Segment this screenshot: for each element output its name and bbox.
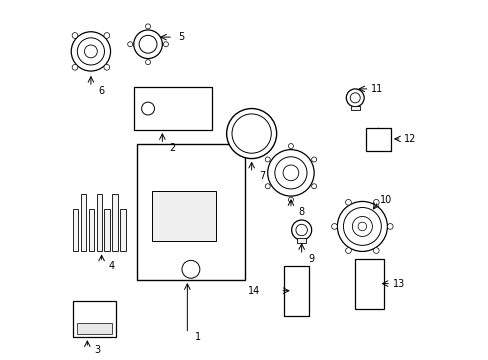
Text: 8: 8: [298, 207, 304, 217]
Circle shape: [163, 42, 168, 47]
Text: 5: 5: [178, 32, 184, 42]
Bar: [73, 208, 78, 251]
Circle shape: [288, 144, 293, 149]
Circle shape: [373, 199, 378, 205]
Circle shape: [72, 33, 78, 39]
Circle shape: [274, 157, 306, 189]
Circle shape: [231, 114, 271, 153]
Circle shape: [311, 157, 316, 162]
Circle shape: [331, 224, 337, 229]
Circle shape: [295, 224, 307, 236]
Bar: [120, 208, 125, 251]
Circle shape: [145, 24, 150, 29]
Circle shape: [346, 89, 364, 107]
Text: 2: 2: [169, 143, 175, 153]
Bar: [104, 208, 110, 251]
Bar: [77, 323, 112, 334]
Text: 12: 12: [403, 134, 415, 144]
Circle shape: [373, 248, 378, 253]
Circle shape: [127, 42, 132, 47]
Circle shape: [283, 165, 298, 181]
Text: 14: 14: [248, 286, 260, 296]
Text: 9: 9: [308, 253, 314, 264]
Circle shape: [104, 33, 109, 39]
Circle shape: [264, 184, 270, 189]
Bar: [365, 128, 390, 152]
Circle shape: [145, 60, 150, 64]
Bar: [134, 87, 212, 130]
Bar: [112, 194, 118, 251]
Circle shape: [71, 32, 110, 71]
Circle shape: [104, 64, 109, 70]
Bar: [88, 208, 94, 251]
Circle shape: [226, 109, 276, 158]
Text: 1: 1: [194, 332, 200, 342]
Bar: [354, 258, 383, 309]
Bar: [350, 107, 359, 110]
Bar: [137, 144, 244, 280]
Circle shape: [264, 157, 270, 162]
Circle shape: [386, 224, 392, 229]
Circle shape: [77, 38, 104, 65]
Circle shape: [337, 202, 386, 251]
Circle shape: [349, 93, 360, 103]
Text: 10: 10: [380, 195, 392, 204]
Circle shape: [182, 260, 200, 278]
Bar: [73, 301, 116, 337]
Text: 7: 7: [258, 171, 264, 181]
Text: 11: 11: [370, 84, 383, 94]
Wedge shape: [370, 128, 386, 137]
Circle shape: [139, 35, 157, 53]
Circle shape: [72, 64, 78, 70]
Circle shape: [345, 248, 350, 253]
Bar: [283, 266, 308, 316]
Text: 3: 3: [94, 345, 101, 355]
Circle shape: [291, 220, 311, 240]
Circle shape: [134, 30, 162, 59]
Circle shape: [352, 216, 372, 237]
Text: 6: 6: [98, 86, 104, 96]
Circle shape: [267, 150, 313, 196]
Circle shape: [343, 207, 381, 246]
Circle shape: [357, 222, 366, 231]
Circle shape: [84, 45, 97, 58]
Circle shape: [142, 102, 154, 115]
Bar: [97, 194, 102, 251]
Circle shape: [345, 199, 350, 205]
Circle shape: [311, 184, 316, 189]
Text: 13: 13: [392, 279, 404, 289]
Circle shape: [288, 197, 293, 202]
Text: 4: 4: [108, 261, 115, 271]
Bar: [81, 194, 86, 251]
Bar: [297, 238, 305, 243]
Bar: [151, 191, 216, 241]
